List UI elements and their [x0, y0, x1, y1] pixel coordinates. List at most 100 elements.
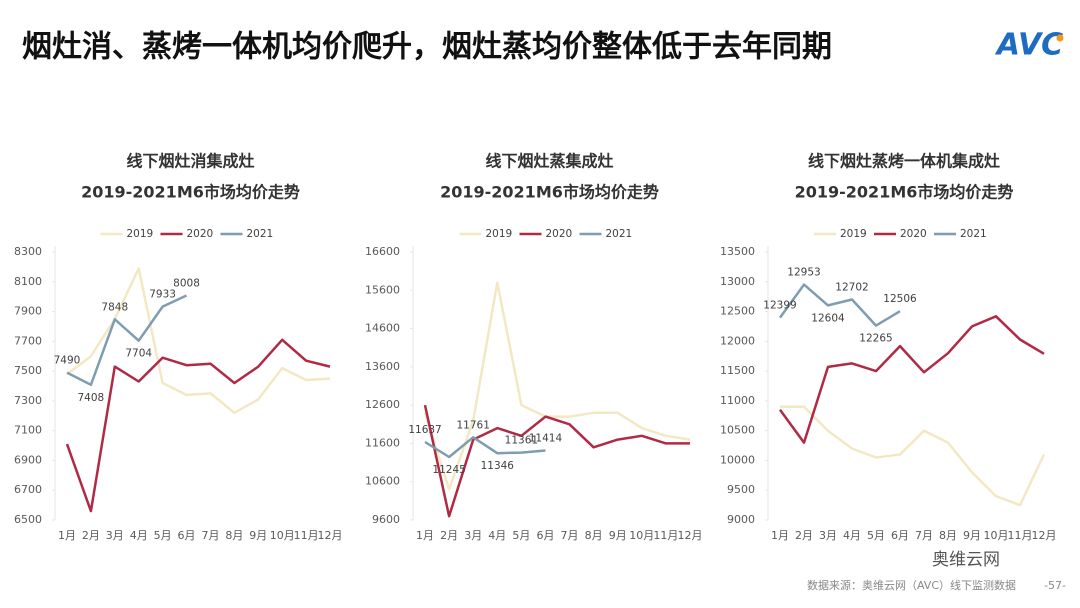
- x-tick-label: 7月: [561, 529, 579, 542]
- x-tick-label: 11月: [294, 529, 319, 542]
- x-tick-label: 12月: [318, 529, 343, 542]
- chart-title: 线下烟灶蒸烤一体机集成灶: [808, 152, 1000, 171]
- x-tick-label: 3月: [464, 529, 482, 542]
- x-tick-label: 10月: [270, 529, 295, 542]
- x-tick-label: 3月: [106, 529, 124, 542]
- x-tick-label: 5月: [512, 529, 530, 542]
- page-number: -57-: [1044, 579, 1066, 592]
- y-tick-label: 10000: [720, 453, 755, 466]
- x-tick-label: 3月: [819, 529, 837, 542]
- x-tick-label: 4月: [843, 529, 861, 542]
- x-tick-label: 9月: [963, 529, 981, 542]
- legend-label: 2019: [840, 228, 867, 240]
- x-tick-label: 2月: [795, 529, 813, 542]
- x-tick-label: 12月: [1032, 529, 1057, 542]
- series-line: [778, 283, 901, 327]
- data-label: 11414: [529, 433, 563, 445]
- legend-label: 2020: [900, 228, 927, 240]
- legend-label: 2020: [187, 228, 214, 240]
- data-label: 7848: [101, 301, 128, 313]
- x-tick-label: 6月: [536, 529, 554, 542]
- logo: AVC: [995, 28, 1063, 63]
- y-tick-label: 7100: [14, 424, 42, 437]
- x-tick-label: 4月: [130, 529, 148, 542]
- series-line: [423, 404, 690, 518]
- y-tick-label: 15600: [365, 283, 400, 296]
- y-tick-label: 9600: [372, 513, 400, 526]
- legend-label: 2021: [960, 228, 987, 240]
- y-tick-label: 9500: [727, 483, 755, 496]
- x-tick-label: 8月: [585, 529, 603, 542]
- data-label: 11245: [432, 464, 465, 476]
- series-line: [423, 281, 691, 491]
- y-tick-label: 14600: [365, 322, 400, 335]
- y-tick-label: 8100: [14, 275, 42, 288]
- y-tick-label: 6700: [14, 483, 42, 496]
- data-label: 7408: [78, 392, 105, 404]
- y-tick-label: 10600: [365, 475, 400, 488]
- data-label: 7704: [125, 348, 152, 360]
- y-tick-label: 8300: [14, 245, 42, 258]
- x-tick-label: 2月: [82, 529, 100, 542]
- legend-label: 2020: [546, 228, 573, 240]
- y-tick-label: 13600: [365, 360, 400, 373]
- data-label: 12702: [835, 282, 868, 294]
- x-tick-label: 8月: [939, 529, 957, 542]
- x-tick-label: 9月: [249, 529, 267, 542]
- legend-label: 2019: [127, 228, 154, 240]
- chart-subtitle: 2019-2021M6市场均价走势: [795, 183, 1014, 202]
- x-tick-label: 2月: [440, 529, 458, 542]
- y-tick-label: 10500: [720, 424, 755, 437]
- data-label: 12506: [883, 293, 917, 305]
- x-tick-label: 6月: [891, 529, 909, 542]
- data-label: 12265: [859, 333, 892, 345]
- data-label: 11637: [408, 424, 441, 436]
- slide-title: 烟灶消、蒸烤一体机均价爬升，烟灶蒸均价整体低于去年同期: [22, 30, 832, 65]
- series-line: [424, 436, 546, 459]
- series-line: [66, 294, 188, 387]
- legend-label: 2021: [606, 228, 633, 240]
- x-tick-label: 11月: [1008, 529, 1033, 542]
- data-label: 12604: [811, 312, 845, 324]
- y-tick-label: 7500: [14, 364, 42, 377]
- y-tick-label: 6900: [14, 453, 42, 466]
- x-tick-label: 7月: [201, 529, 219, 542]
- y-tick-label: 12000: [720, 334, 755, 347]
- y-tick-label: 11600: [365, 436, 400, 449]
- chart-subtitle: 2019-2021M6市场均价走势: [440, 183, 659, 202]
- y-tick-label: 6500: [14, 513, 42, 526]
- x-tick-label: 4月: [488, 529, 506, 542]
- x-tick-label: 11月: [653, 529, 678, 542]
- x-tick-label: 1月: [58, 529, 76, 542]
- x-tick-label: 6月: [178, 529, 196, 542]
- x-tick-label: 1月: [416, 529, 434, 542]
- y-tick-label: 13000: [720, 275, 755, 288]
- y-tick-label: 13500: [720, 245, 755, 258]
- y-tick-label: 16600: [365, 245, 400, 258]
- chart-title: 线下烟灶蒸集成灶: [485, 152, 613, 171]
- data-label: 11346: [481, 460, 515, 472]
- x-tick-label: 8月: [225, 529, 243, 542]
- series-line: [780, 405, 1046, 507]
- x-tick-label: 10月: [629, 529, 654, 542]
- data-label: 11761: [457, 419, 490, 431]
- legend-label: 2021: [247, 228, 274, 240]
- x-tick-label: 5月: [154, 529, 172, 542]
- y-tick-label: 9000: [727, 513, 755, 526]
- y-tick-label: 7900: [14, 305, 42, 318]
- x-tick-label: 5月: [867, 529, 885, 542]
- series-line: [66, 267, 331, 415]
- chart-subtitle: 2019-2021M6市场均价走势: [81, 183, 300, 202]
- data-label: 7933: [149, 289, 176, 301]
- data-label: 11361: [505, 435, 538, 447]
- legend-label: 2019: [486, 228, 513, 240]
- x-tick-label: 9月: [609, 529, 627, 542]
- x-tick-label: 12月: [677, 529, 702, 542]
- data-label: 7490: [54, 355, 81, 367]
- x-tick-label: 1月: [771, 529, 789, 542]
- series-line: [778, 315, 1045, 444]
- chart-title: 线下烟灶消集成灶: [126, 152, 254, 171]
- logo-dot: [1056, 34, 1064, 42]
- x-tick-label: 7月: [915, 529, 933, 542]
